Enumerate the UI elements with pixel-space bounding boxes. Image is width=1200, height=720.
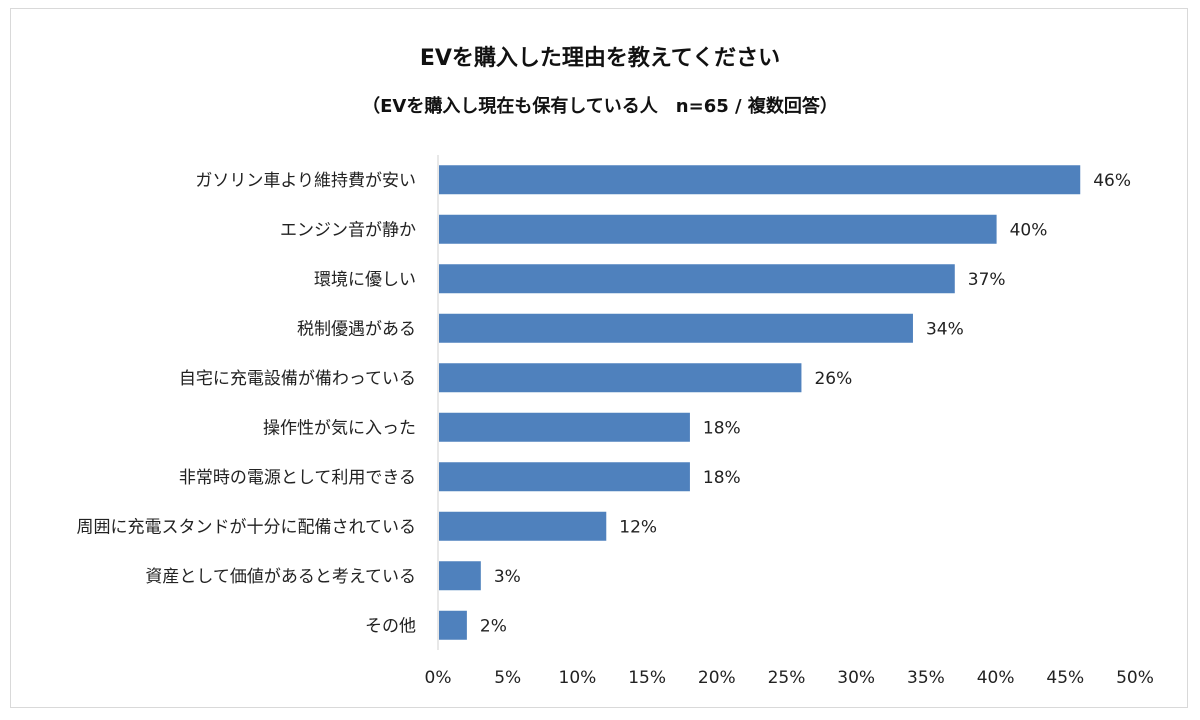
category-label: その他 <box>365 616 416 636</box>
x-tick-label: 10% <box>559 668 597 688</box>
bar <box>439 462 690 492</box>
bar <box>439 363 802 393</box>
x-tick-label: 20% <box>698 668 736 688</box>
data-label: 26% <box>814 369 852 389</box>
bar <box>439 165 1081 195</box>
data-label: 40% <box>1010 220 1048 240</box>
bar <box>439 561 481 591</box>
data-label: 2% <box>480 616 507 636</box>
data-label: 3% <box>494 567 521 587</box>
bar <box>439 313 913 343</box>
bar <box>439 610 467 640</box>
category-label: 操作性が気に入った <box>263 418 416 438</box>
bar <box>439 214 997 244</box>
category-label: 資産として価値があると考えている <box>145 567 416 587</box>
data-label: 18% <box>703 418 741 438</box>
bar <box>439 264 955 294</box>
x-tick-label: 40% <box>977 668 1015 688</box>
data-label: 37% <box>968 270 1006 290</box>
category-label: エンジン音が静か <box>280 220 416 240</box>
bar <box>439 511 607 541</box>
category-label: 周囲に充電スタンドが十分に配備されている <box>77 517 417 537</box>
data-label: 46% <box>1093 171 1131 191</box>
x-tick-label: 25% <box>768 668 806 688</box>
category-label: 税制優遇がある <box>297 319 416 339</box>
chart-subtitle: （EVを購入し現在も保有している人 n=65 / 複数回答） <box>362 96 838 117</box>
x-tick-label: 30% <box>837 668 875 688</box>
bar <box>439 412 690 442</box>
x-tick-label: 50% <box>1116 668 1154 688</box>
data-label: 34% <box>926 319 964 339</box>
chart-frame <box>10 8 1188 708</box>
chart-title: EVを購入した理由を教えてください <box>419 46 781 71</box>
category-label: 非常時の電源として利用できる <box>179 468 416 488</box>
x-tick-label: 35% <box>907 668 945 688</box>
category-label: 環境に優しい <box>314 270 416 290</box>
x-tick-label: 15% <box>628 668 666 688</box>
data-label: 18% <box>703 468 741 488</box>
x-tick-label: 45% <box>1046 668 1084 688</box>
x-tick-label: 0% <box>425 668 452 688</box>
category-label: 自宅に充電設備が備わっている <box>179 369 416 389</box>
category-label: ガソリン車より維持費が安い <box>195 171 416 191</box>
data-label: 12% <box>619 517 657 537</box>
x-tick-label: 5% <box>494 668 521 688</box>
